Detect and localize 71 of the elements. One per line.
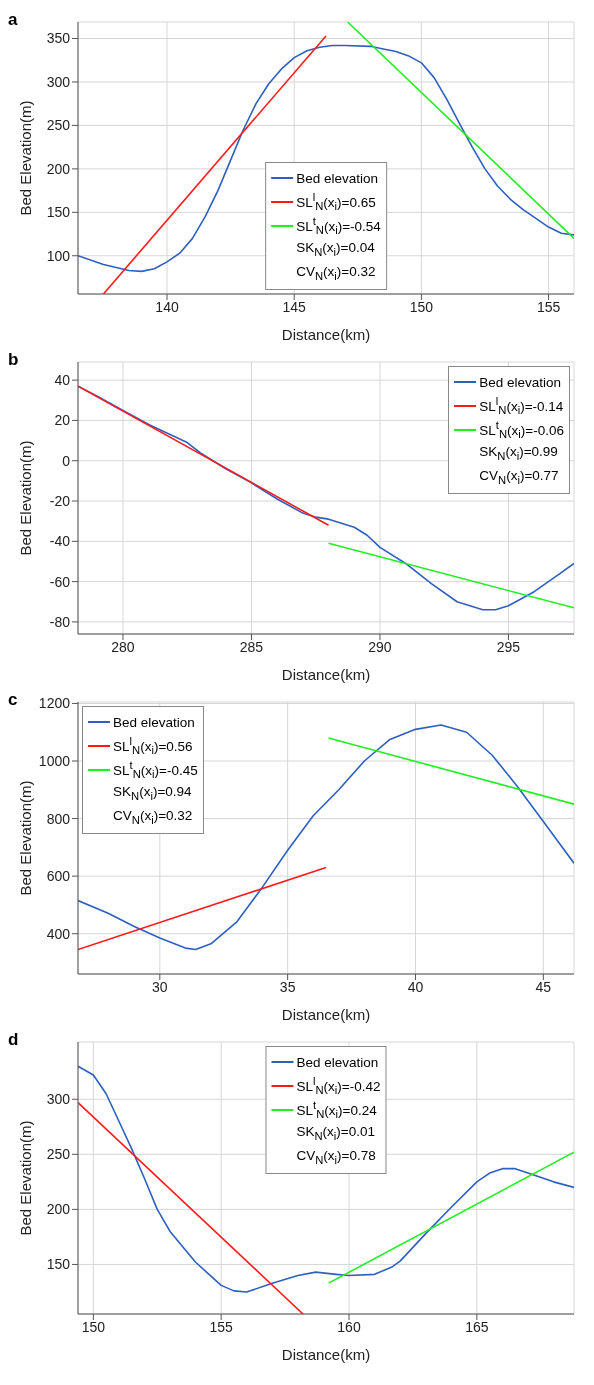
chart-title: a (8, 10, 18, 30)
y-tick-label: 150 (46, 1256, 71, 1273)
y-axis-title: Bed Elevation(m) (17, 1120, 35, 1236)
x-tick-label: 140 (155, 298, 179, 315)
chart-title: d (8, 1030, 19, 1050)
y-tick-label: 400 (46, 925, 71, 942)
annotation: SK$_{N}$(x$_{i}$)=0.99 (479, 444, 558, 464)
x-axis-title: Distance(km) (281, 1006, 371, 1023)
legend-label: Bed elevation (296, 170, 378, 186)
chart-title: b (8, 350, 19, 370)
y-axis-title: Bed Elevation(m) (17, 100, 35, 216)
y-tick-label: 300 (46, 73, 71, 90)
annotation: CV$_{N}$(x$_{i}$)=0.32 (113, 808, 193, 828)
legend-label: SL$^{l}$$_{N}$(x$_{i}$)=0.65 (296, 189, 376, 215)
x-tick-label: 30 (152, 978, 168, 995)
y-tick-label: 800 (46, 810, 71, 827)
annotation: SK$_{N}$(x$_{i}$)=0.01 (296, 1124, 376, 1144)
y-tick-label: 1000 (38, 752, 71, 769)
legend-label: SL$^{l}$$_{N}$(x$_{i}$)=-0.42 (296, 1073, 381, 1099)
legend-label: SL$^{t}$$_{N}$(x$_{i}$)=-0.54 (296, 213, 381, 239)
legend-label: SL$^{t}$$_{N}$(x$_{i}$)=0.24 (296, 1097, 377, 1123)
y-tick-label: 250 (46, 117, 71, 134)
x-tick-label: 145 (282, 298, 307, 315)
annotation: CV$_{N}$(x$_{i}$)=0.78 (296, 1148, 376, 1168)
y-tick-label: 0 (62, 452, 71, 469)
line-series (78, 1065, 574, 1293)
y-tick-label: 100 (46, 247, 71, 264)
legend-label: SL$^{l}$$_{N}$(x$_{i}$)=-0.14 (479, 393, 564, 419)
y-tick-label: -20 (49, 492, 71, 509)
y-tick-label: 300 (46, 1091, 71, 1108)
y-tick-label: 350 (46, 30, 71, 47)
x-tick-label: 40 (407, 978, 424, 995)
y-tick-label: -40 (49, 533, 71, 550)
annotation: CV$_{N}$(x$_{i}$)=0.77 (479, 468, 559, 488)
legend-label: SL$^{t}$$_{N}$(x$_{i}$)=-0.45 (113, 757, 198, 783)
x-tick-label: 280 (111, 638, 135, 655)
y-tick-label: 150 (46, 204, 71, 221)
x-tick-label: 295 (496, 638, 521, 655)
x-tick-label: 45 (535, 978, 552, 995)
legend-label: Bed elevation (296, 1054, 379, 1070)
legend-label: Bed elevation (113, 714, 195, 730)
annotation: SK$_{N}$(x$_{i}$)=0.04 (296, 240, 375, 260)
chart-title: c (8, 690, 18, 710)
y-axis-title: Bed Elevation(m) (17, 780, 35, 896)
x-tick-label: 285 (239, 638, 264, 655)
y-tick-label: -60 (49, 573, 71, 590)
x-tick-label: 165 (465, 1318, 489, 1335)
annotation: CV$_{N}$(x$_{i}$)=0.32 (296, 264, 376, 284)
y-tick-label: 20 (54, 412, 71, 429)
x-tick-label: 290 (368, 638, 392, 655)
x-tick-label: 155 (536, 298, 561, 315)
x-tick-label: 160 (337, 1318, 361, 1335)
y-tick-label: 600 (46, 868, 71, 885)
x-tick-label: 155 (209, 1318, 234, 1335)
y-tick-label: 200 (46, 160, 71, 177)
x-axis-title: Distance(km) (281, 326, 371, 343)
legend-label: Bed elevation (479, 374, 562, 390)
y-tick-label: -80 (49, 613, 71, 630)
x-axis-title: Distance(km) (281, 1346, 371, 1363)
legend-label: SL$^{l}$$_{N}$(x$_{i}$)=0.56 (113, 733, 193, 759)
legend-label: SL$^{t}$$_{N}$(x$_{i}$)=-0.06 (479, 417, 564, 443)
x-axis-title: Distance(km) (281, 666, 371, 683)
y-tick-label: 1200 (38, 695, 71, 712)
x-tick-label: 35 (279, 978, 296, 995)
annotation: SK$_{N}$(x$_{i}$)=0.94 (113, 784, 192, 804)
y-tick-label: 40 (54, 372, 71, 389)
x-tick-label: 150 (409, 298, 434, 315)
y-tick-label: 250 (46, 1146, 71, 1163)
y-tick-label: 200 (46, 1201, 71, 1218)
x-tick-label: 150 (81, 1318, 106, 1335)
y-axis-title: Bed Elevation(m) (17, 440, 35, 556)
